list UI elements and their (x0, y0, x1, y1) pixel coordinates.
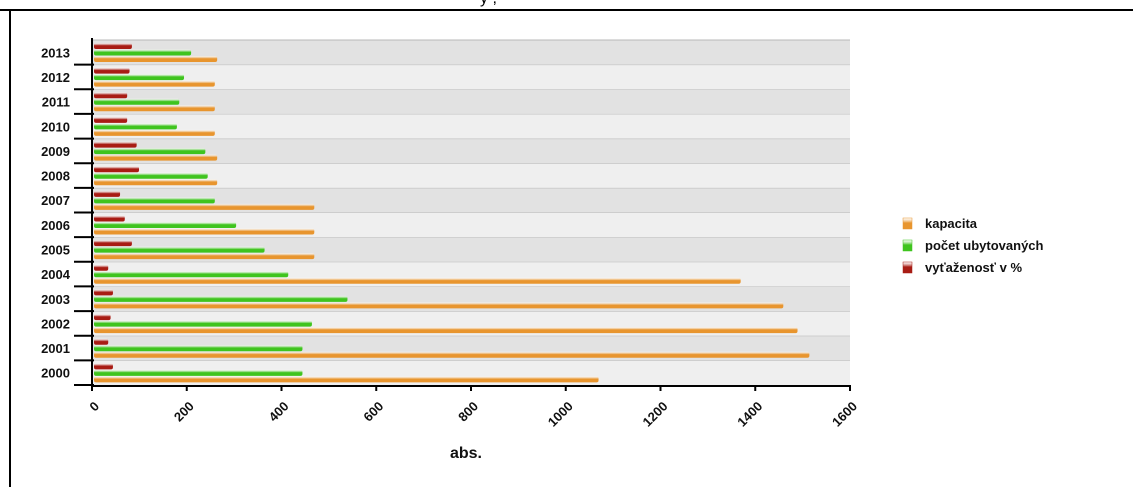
bar-2003-series-1 (94, 295, 348, 302)
bar-2001-series-1 (94, 345, 303, 352)
y-tick-label: 2002 (41, 316, 70, 331)
bar-2003-series-0 (94, 302, 784, 309)
bar-2013-series-1 (94, 49, 192, 56)
frame-top-border (0, 9, 1133, 11)
bar-2012-series-0 (94, 80, 215, 87)
y-tick-label: 2011 (42, 95, 70, 110)
bar-2006-series-1 (94, 222, 237, 228)
bar-2000-series-1 (94, 369, 303, 376)
bar-2012-series-2 (94, 67, 130, 74)
y-tick-label: 2001 (41, 341, 70, 356)
y-tick-label: 2013 (41, 45, 70, 60)
bar-2013-series-2 (94, 43, 132, 49)
bar-2005-series-1 (94, 246, 265, 253)
bar-2000-series-0 (94, 376, 599, 383)
bar-2004-series-2 (94, 264, 109, 271)
bar-2006-series-2 (94, 215, 125, 222)
row-band (92, 64, 850, 90)
row-band (92, 113, 850, 139)
bar-2011-series-1 (94, 98, 180, 105)
bars-layer (94, 43, 810, 383)
bar-2007-series-2 (94, 190, 121, 197)
bar-2003-series-2 (94, 289, 113, 296)
y-tick-label: 2003 (41, 292, 70, 307)
y-tick-label: 2010 (41, 119, 70, 134)
bar-2008-series-0 (94, 179, 218, 186)
bar-2007-series-1 (94, 197, 215, 204)
bar-2006-series-0 (94, 228, 315, 235)
y-tick-label: 2005 (41, 242, 70, 257)
x-tick-label: 200 (171, 399, 197, 425)
x-tick-label: 600 (360, 399, 386, 425)
bar-2011-series-0 (94, 105, 215, 112)
bar-2009-series-1 (94, 148, 206, 155)
row-band (92, 163, 850, 188)
x-tick-label: 1600 (829, 399, 860, 430)
row-band (92, 138, 850, 164)
x-tick-label: 1200 (640, 399, 671, 430)
bar-2008-series-1 (94, 172, 208, 179)
legend-swatch-1 (902, 239, 913, 252)
y-tick-label: 2000 (41, 366, 70, 381)
x-tick-label: 800 (455, 399, 481, 425)
y-tick-label: 2007 (41, 193, 70, 208)
bar-2000-series-2 (94, 363, 113, 370)
x-tick-label: 1000 (545, 399, 576, 430)
bar-2010-series-2 (94, 116, 128, 123)
bar-2008-series-2 (94, 166, 140, 173)
legend-label-2: vyťaženosť v % (925, 260, 1022, 275)
x-axis-title: abs. (450, 445, 482, 462)
y-tick-label: 2004 (41, 267, 71, 282)
bar-2002-series-1 (94, 320, 312, 327)
bar-2005-series-0 (94, 253, 315, 260)
y-tick-label: 2008 (41, 169, 70, 184)
bar-2009-series-2 (94, 141, 137, 148)
bar-2005-series-2 (94, 240, 132, 247)
bar-2011-series-2 (94, 92, 128, 99)
legend-swatch-0 (902, 217, 913, 230)
frame-left-border (9, 9, 11, 487)
bar-2004-series-1 (94, 271, 289, 278)
legend-swatch-2 (902, 261, 913, 274)
y-tick-label: 2006 (41, 218, 70, 233)
bar-2004-series-0 (94, 277, 741, 284)
x-tick-label: 1400 (734, 399, 765, 430)
bar-2002-series-2 (94, 314, 111, 321)
legend-label-0: kapacita (925, 216, 978, 231)
y-tick-label: 2009 (41, 144, 70, 159)
bar-2001-series-2 (94, 338, 109, 345)
x-tick-label: 400 (266, 399, 292, 425)
bar-2001-series-0 (94, 351, 810, 358)
bar-2012-series-1 (94, 74, 185, 81)
bar-2010-series-1 (94, 123, 177, 130)
row-band (92, 40, 850, 65)
bar-2013-series-0 (94, 56, 218, 62)
grid-layer (92, 39, 850, 385)
bar-2010-series-0 (94, 129, 215, 136)
bar-2002-series-0 (94, 327, 798, 334)
x-tick-label: 0 (86, 399, 102, 415)
cut-off-title: y , (480, 0, 497, 8)
legend-label-1: počet ubytovaných (925, 238, 1044, 253)
legend: kapacita počet ubytovaných vyťaženosť v % (902, 216, 1044, 275)
bar-2007-series-0 (94, 203, 315, 210)
bar-2009-series-0 (94, 154, 218, 161)
y-tick-label: 2012 (41, 70, 70, 85)
row-band (92, 89, 850, 114)
